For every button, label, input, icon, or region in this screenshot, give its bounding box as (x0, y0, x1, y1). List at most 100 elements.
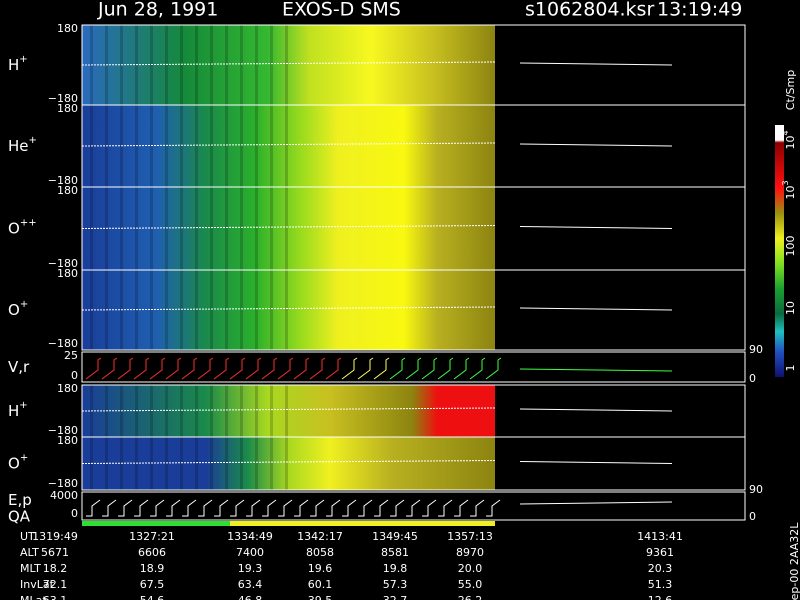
sawtooth (470, 499, 485, 517)
header: Jun 28, 1991 EXOS-D SMS s1062804.ksr 13:… (97, 0, 742, 21)
sawtooth (341, 357, 358, 380)
sawtooth (293, 357, 310, 380)
sawtooth (294, 499, 309, 517)
spectrogram-stripe (255, 105, 258, 187)
row-label: MLat (20, 594, 47, 600)
trace (519, 143, 673, 147)
row-label: InvLat (20, 578, 55, 591)
colorbar-label: 103 (781, 180, 798, 199)
spectrogram-stripe (180, 187, 183, 270)
sawtooth (133, 357, 150, 380)
panel-label-base: E,p (8, 491, 32, 509)
cell: 19.8 (383, 562, 408, 575)
sawtooth (469, 357, 486, 380)
spectrogram-stripe (285, 385, 288, 437)
sawtooth (437, 357, 454, 380)
cell: 1413:41 (637, 530, 683, 543)
spectrogram-stripe (165, 105, 168, 187)
tick-label: 180 (57, 434, 78, 447)
tick-label: −180 (48, 92, 78, 105)
spectrogram-stripe (285, 105, 288, 187)
trace (519, 408, 673, 412)
sawtooth (102, 499, 117, 517)
panel-frame (81, 491, 746, 521)
panel-frame (81, 436, 746, 491)
spectrogram-stripe (270, 385, 273, 437)
spectrogram-stripe (285, 437, 288, 490)
colorbar-label: 1 (784, 365, 797, 372)
sawtooth (326, 499, 341, 517)
row-label: UT (20, 530, 35, 543)
row-label: ALT (20, 546, 39, 559)
spectrogram-stripe (240, 270, 243, 350)
spectrogram-stripe (255, 25, 258, 105)
tick-label: 180 (57, 267, 78, 280)
row-label: MLT (20, 562, 41, 575)
spectrogram-stripe (210, 105, 213, 187)
sawtooth (246, 499, 261, 517)
spectrogram-stripe (195, 187, 198, 270)
spectrogram-stripe (225, 187, 228, 270)
sawtooth (422, 499, 437, 517)
cell: 7400 (236, 546, 264, 559)
sawtooth (405, 357, 422, 380)
spectrogram-stripe (150, 385, 153, 437)
tick-label: −180 (48, 477, 78, 490)
panel-label-sup: + (19, 400, 27, 411)
panel-label-base: O (8, 454, 20, 472)
colorbar-label-base: 10 (784, 186, 797, 200)
trace (519, 501, 673, 505)
spectrogram-stripe (240, 25, 243, 105)
tick-label: 180 (57, 184, 78, 197)
sawtooth (198, 499, 213, 517)
panel-label-base: H (8, 402, 19, 420)
panel-label: O+ (8, 453, 28, 473)
cell: 1334:49 (227, 530, 273, 543)
spectrogram-stripe (180, 105, 183, 187)
panel-label-sup: + (20, 299, 28, 310)
cell: 46.8 (238, 594, 263, 600)
spectrogram-stripe (285, 25, 288, 105)
cell: 1349:45 (372, 530, 418, 543)
cell: 6606 (138, 546, 166, 559)
sawtooth (182, 499, 197, 517)
panel-label: H+ (8, 54, 28, 74)
sawtooth (262, 499, 277, 517)
spectrogram-stripe (150, 437, 153, 490)
panel-label-base: V,r (8, 358, 30, 376)
spectrogram-stripe (285, 270, 288, 350)
panel-label: E,p (8, 491, 32, 509)
spectrogram-stripe (270, 25, 273, 105)
sawtooth (389, 357, 406, 380)
cell: 57.3 (383, 578, 408, 591)
spectrogram-stripe (225, 270, 228, 350)
cell: 19.3 (238, 562, 263, 575)
sawtooth (390, 499, 405, 517)
trace (519, 461, 673, 464)
sawtooth (374, 499, 389, 517)
spectrogram-stripe (255, 187, 258, 270)
tick-label: 0 (71, 369, 78, 382)
panel-label-base: H (8, 56, 19, 74)
sawtooth (438, 499, 453, 517)
colorbar-label: 10 (784, 301, 797, 315)
tick-label: −180 (48, 174, 78, 187)
tick-label: 0 (749, 372, 756, 385)
cell: 9361 (646, 546, 674, 559)
qa-bar (82, 521, 230, 526)
colorbar-unit: Ct/Smp (784, 70, 797, 110)
spectrogram-stripe (255, 437, 258, 490)
cell: 60.1 (308, 578, 333, 591)
cell: 8058 (306, 546, 334, 559)
panel-frame (81, 269, 746, 351)
spectrogram-stripe (270, 105, 273, 187)
tick-label: 4000 (50, 489, 78, 502)
spectrogram (82, 25, 495, 105)
sawtooth (261, 357, 278, 380)
sawtooth (245, 357, 262, 380)
spectrogram-stripe (225, 437, 228, 490)
trace (519, 226, 673, 229)
panel-label: V,r (8, 358, 30, 376)
tick-label: 90 (749, 343, 763, 356)
panel-label-base: He (8, 137, 29, 155)
